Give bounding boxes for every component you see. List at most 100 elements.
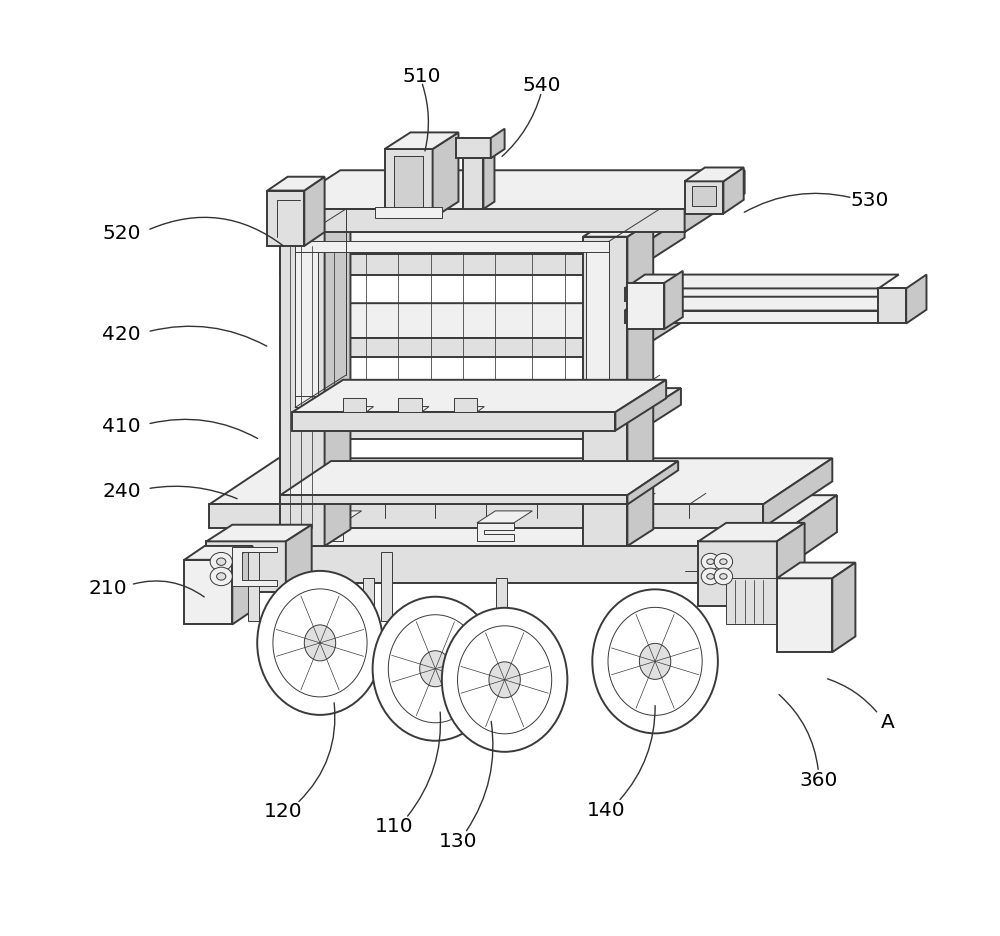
Polygon shape — [343, 407, 374, 413]
Polygon shape — [343, 399, 366, 413]
Polygon shape — [685, 168, 744, 183]
Text: 530: 530 — [850, 191, 888, 210]
Ellipse shape — [707, 560, 714, 564]
Polygon shape — [267, 178, 325, 191]
Polygon shape — [625, 298, 899, 312]
Polygon shape — [832, 563, 855, 652]
Polygon shape — [295, 242, 609, 253]
Polygon shape — [280, 388, 681, 423]
Polygon shape — [664, 271, 683, 329]
Polygon shape — [232, 547, 253, 624]
Polygon shape — [286, 525, 312, 592]
Polygon shape — [491, 129, 505, 159]
Polygon shape — [463, 159, 483, 210]
Polygon shape — [777, 523, 805, 607]
Ellipse shape — [720, 574, 727, 579]
Polygon shape — [477, 511, 532, 523]
Text: 520: 520 — [102, 224, 141, 242]
Ellipse shape — [388, 615, 482, 723]
Polygon shape — [184, 547, 253, 561]
Polygon shape — [325, 212, 350, 547]
Polygon shape — [627, 388, 681, 439]
Polygon shape — [398, 399, 422, 413]
Text: 420: 420 — [102, 325, 141, 344]
Polygon shape — [726, 578, 777, 624]
Polygon shape — [385, 133, 458, 150]
Polygon shape — [398, 407, 429, 413]
Polygon shape — [232, 548, 277, 586]
Polygon shape — [615, 380, 666, 431]
Polygon shape — [878, 289, 906, 324]
Polygon shape — [454, 407, 484, 413]
Ellipse shape — [304, 625, 336, 661]
Text: 240: 240 — [102, 481, 141, 501]
Polygon shape — [385, 150, 433, 219]
Polygon shape — [723, 168, 744, 214]
Polygon shape — [777, 563, 855, 578]
Ellipse shape — [257, 571, 383, 715]
Ellipse shape — [707, 574, 714, 579]
Polygon shape — [209, 505, 763, 528]
Polygon shape — [209, 547, 763, 583]
Polygon shape — [280, 210, 685, 233]
Polygon shape — [583, 221, 653, 238]
Ellipse shape — [639, 644, 671, 680]
Polygon shape — [363, 578, 374, 648]
Ellipse shape — [701, 554, 720, 570]
Polygon shape — [292, 380, 666, 413]
Polygon shape — [209, 459, 832, 505]
Polygon shape — [583, 238, 627, 547]
Ellipse shape — [210, 553, 232, 571]
Ellipse shape — [373, 597, 498, 741]
Polygon shape — [304, 178, 325, 247]
Polygon shape — [627, 304, 683, 358]
Polygon shape — [280, 423, 627, 439]
Text: 130: 130 — [439, 831, 478, 850]
Polygon shape — [477, 523, 514, 542]
Ellipse shape — [720, 560, 727, 564]
Polygon shape — [280, 461, 678, 496]
Ellipse shape — [210, 567, 232, 586]
Polygon shape — [280, 218, 685, 255]
Polygon shape — [306, 523, 343, 542]
Polygon shape — [280, 228, 325, 547]
Polygon shape — [586, 242, 609, 408]
Polygon shape — [692, 187, 716, 207]
Polygon shape — [206, 525, 312, 542]
Text: 510: 510 — [402, 66, 441, 85]
Polygon shape — [625, 312, 878, 324]
Ellipse shape — [714, 568, 733, 585]
Polygon shape — [394, 157, 423, 208]
Polygon shape — [763, 496, 837, 583]
Ellipse shape — [592, 590, 718, 734]
Polygon shape — [906, 275, 926, 324]
Polygon shape — [456, 139, 491, 159]
Polygon shape — [292, 413, 615, 431]
Polygon shape — [248, 553, 259, 622]
Polygon shape — [625, 289, 878, 302]
Ellipse shape — [458, 626, 552, 734]
Polygon shape — [280, 339, 627, 358]
Polygon shape — [763, 459, 832, 528]
Polygon shape — [698, 542, 777, 607]
Polygon shape — [454, 399, 477, 413]
Ellipse shape — [489, 662, 520, 698]
Polygon shape — [698, 523, 805, 542]
Polygon shape — [267, 191, 304, 247]
Polygon shape — [627, 218, 685, 275]
Text: 140: 140 — [587, 799, 625, 819]
Text: 110: 110 — [375, 816, 413, 835]
Polygon shape — [306, 511, 362, 523]
Polygon shape — [483, 152, 494, 210]
Polygon shape — [280, 304, 683, 339]
Polygon shape — [206, 542, 286, 592]
Text: 210: 210 — [88, 578, 127, 597]
Polygon shape — [381, 553, 392, 622]
Text: 540: 540 — [522, 76, 561, 95]
Ellipse shape — [217, 559, 226, 565]
Ellipse shape — [420, 651, 451, 687]
Polygon shape — [433, 133, 458, 219]
Polygon shape — [280, 496, 627, 505]
Ellipse shape — [442, 608, 567, 752]
Polygon shape — [627, 461, 678, 505]
